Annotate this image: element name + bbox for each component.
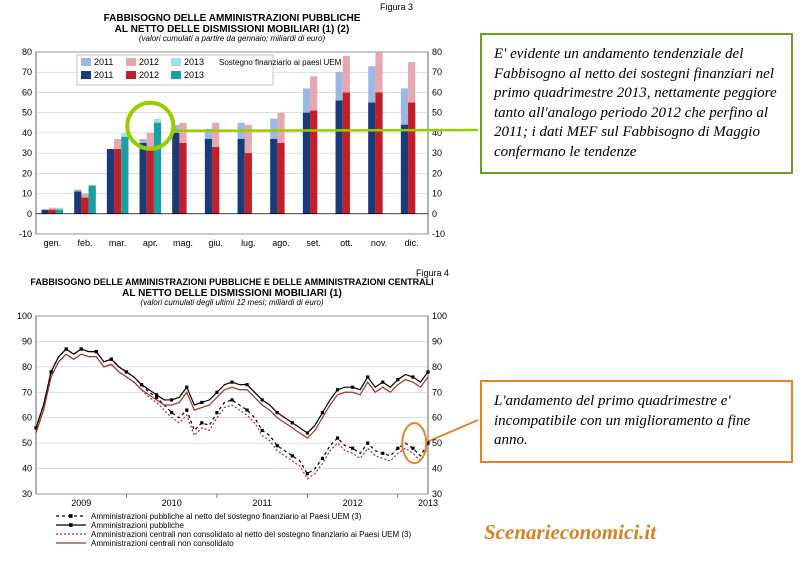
svg-text:50: 50 <box>432 107 442 117</box>
svg-text:70: 70 <box>22 387 32 397</box>
svg-text:0: 0 <box>27 209 32 219</box>
line-chart-block: FABBISOGNO DELLE AMMINISTRAZIONI PUBBLIC… <box>6 278 458 558</box>
svg-text:20: 20 <box>22 168 32 178</box>
callout-top: E' evidente un andamento tendenziale del… <box>480 33 793 174</box>
svg-text:2011: 2011 <box>94 57 113 67</box>
line-chart-subtitle: (valori cumulati degli ultimi 12 mesi; m… <box>6 299 458 308</box>
svg-text:nov.: nov. <box>371 238 387 248</box>
svg-text:ago.: ago. <box>272 238 290 248</box>
svg-text:2013: 2013 <box>418 498 438 508</box>
svg-text:dic.: dic. <box>405 238 419 248</box>
svg-text:90: 90 <box>22 336 32 346</box>
svg-text:30: 30 <box>22 148 32 158</box>
svg-text:40: 40 <box>22 463 32 473</box>
svg-text:Sostegno finanziario ai paesi: Sostegno finanziario ai paesi UEM <box>219 58 342 67</box>
bar-chart-subtitle: (valori cumulati a partire da gennaio; m… <box>6 35 458 44</box>
svg-text:20: 20 <box>432 168 442 178</box>
svg-text:40: 40 <box>22 128 32 138</box>
svg-text:2012: 2012 <box>343 498 363 508</box>
svg-text:60: 60 <box>432 412 442 422</box>
svg-text:-10: -10 <box>432 229 445 239</box>
svg-text:giu.: giu. <box>208 238 223 248</box>
callout-top-text: E' evidente un andamento tendenziale del… <box>494 46 777 160</box>
svg-text:2012: 2012 <box>139 57 159 67</box>
bar-chart-block: FABBISOGNO DELLE AMMINISTRAZIONI PUBBLIC… <box>6 13 458 254</box>
svg-text:80: 80 <box>22 362 32 372</box>
svg-text:2013: 2013 <box>184 57 204 67</box>
svg-text:set.: set. <box>306 238 321 248</box>
svg-text:10: 10 <box>432 188 442 198</box>
svg-text:lug.: lug. <box>241 238 256 248</box>
line-chart-svg: 3030404050506060707080809090100100200920… <box>6 308 458 558</box>
svg-text:60: 60 <box>22 87 32 97</box>
svg-text:10: 10 <box>22 188 32 198</box>
svg-text:2010: 2010 <box>162 498 182 508</box>
svg-text:mar.: mar. <box>109 238 127 248</box>
svg-text:40: 40 <box>432 128 442 138</box>
svg-text:70: 70 <box>22 67 32 77</box>
svg-text:Amministrazioni centrali non c: Amministrazioni centrali non consolidato… <box>91 530 411 539</box>
callout-bottom: L'andamento del primo quadrimestre e' in… <box>480 380 793 463</box>
callout-bottom-text: L'andamento del primo quadrimestre e' in… <box>494 393 750 448</box>
line-chart-title-line1: FABBISOGNO DELLE AMMINISTRAZIONI PUBBLIC… <box>6 278 458 288</box>
svg-text:80: 80 <box>22 47 32 57</box>
figure-3-label: Figura 3 <box>380 2 413 12</box>
svg-text:2012: 2012 <box>139 70 159 80</box>
svg-text:40: 40 <box>432 463 442 473</box>
svg-text:80: 80 <box>432 362 442 372</box>
svg-text:30: 30 <box>432 148 442 158</box>
svg-text:2013: 2013 <box>184 70 204 80</box>
svg-text:60: 60 <box>432 87 442 97</box>
svg-text:90: 90 <box>432 336 442 346</box>
brand-label: Scenarieconomici.it <box>484 520 656 545</box>
svg-text:30: 30 <box>22 489 32 499</box>
svg-text:2011: 2011 <box>252 498 271 508</box>
svg-text:50: 50 <box>432 438 442 448</box>
svg-text:50: 50 <box>22 438 32 448</box>
svg-text:2009: 2009 <box>71 498 91 508</box>
svg-text:Amministrazioni centrali non c: Amministrazioni centrali non consolidato <box>91 539 234 548</box>
svg-text:apr.: apr. <box>143 238 158 248</box>
svg-text:70: 70 <box>432 387 442 397</box>
svg-text:mag.: mag. <box>173 238 193 248</box>
svg-text:100: 100 <box>432 311 447 321</box>
svg-text:ott.: ott. <box>340 238 353 248</box>
svg-text:gen.: gen. <box>44 238 62 248</box>
svg-text:Amministrazioni pubbliche: Amministrazioni pubbliche <box>91 521 184 530</box>
svg-text:60: 60 <box>22 412 32 422</box>
svg-text:Amministrazioni pubbliche al n: Amministrazioni pubbliche al netto del s… <box>91 512 362 521</box>
bar-chart-title-line1: FABBISOGNO DELLE AMMINISTRAZIONI PUBBLIC… <box>6 13 458 24</box>
svg-text:100: 100 <box>17 311 32 321</box>
svg-text:70: 70 <box>432 67 442 77</box>
svg-text:50: 50 <box>22 107 32 117</box>
svg-text:2011: 2011 <box>94 70 113 80</box>
svg-text:0: 0 <box>432 209 437 219</box>
svg-text:80: 80 <box>432 47 442 57</box>
svg-text:-10: -10 <box>19 229 32 239</box>
svg-text:feb.: feb. <box>77 238 92 248</box>
bar-chart-svg: -10 -10 0 0 10 10 20 20 30 30 40 40 50 50 60 60 70 70 80 80… <box>6 44 458 254</box>
